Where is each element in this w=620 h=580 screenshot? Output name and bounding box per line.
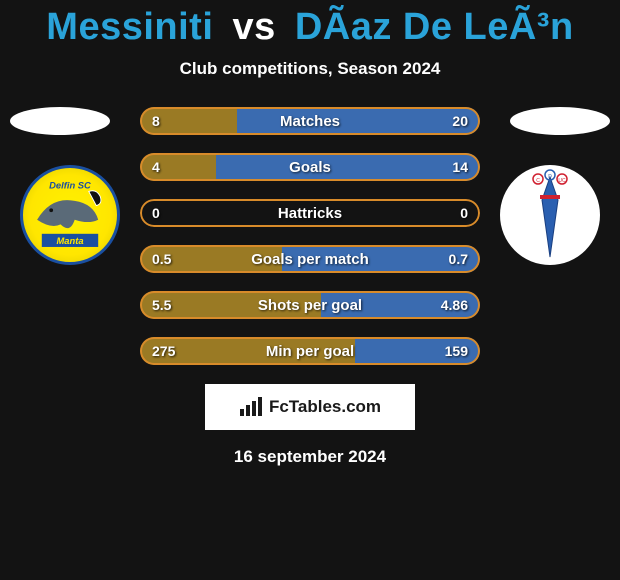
stat-row: Min per goal275 159: [140, 337, 480, 365]
svg-text:Manta: Manta: [56, 235, 83, 246]
svg-text:UC: UC: [558, 178, 566, 184]
stat-value-left: 4: [152, 153, 160, 181]
fctables-logo-icon: [239, 397, 265, 417]
club-badge-right: C D UC: [500, 165, 600, 265]
brand-label: FcTables.com: [269, 397, 381, 417]
date-label: 16 september 2024: [0, 447, 620, 467]
stat-row: Goals4 14: [140, 153, 480, 181]
stat-row: Goals per match0.5 0.7: [140, 245, 480, 273]
stat-value-left: 275: [152, 337, 175, 365]
brand-box: FcTables.com: [205, 384, 415, 430]
player-right-name: DÃ­az De LeÃ³n: [295, 6, 574, 48]
stat-value-right: 0: [460, 199, 468, 227]
stat-value-right: 0.7: [449, 245, 468, 273]
stat-value-left: 5.5: [152, 291, 171, 319]
stat-label: Goals per match: [140, 245, 480, 273]
stat-row: Hattricks0 0: [140, 199, 480, 227]
stat-value-left: 8: [152, 107, 160, 135]
page-title: Messiniti vs DÃ­az De LeÃ³n: [0, 0, 620, 49]
vs-label: vs: [232, 6, 275, 48]
stat-value-right: 4.86: [441, 291, 468, 319]
stat-label: Shots per goal: [140, 291, 480, 319]
stat-row: Shots per goal5.5 4.86: [140, 291, 480, 319]
svg-text:Delfin SC: Delfin SC: [49, 180, 91, 191]
stat-value-right: 20: [452, 107, 468, 135]
stat-row: Matches8 20: [140, 107, 480, 135]
subtitle: Club competitions, Season 2024: [0, 59, 620, 79]
stat-label: Min per goal: [140, 337, 480, 365]
stat-bars: Matches8 20 Goals4 14 Hattricks0 0 Goals per m…: [140, 107, 480, 383]
svg-text:D: D: [548, 174, 552, 180]
stat-label: Matches: [140, 107, 480, 135]
stat-value-right: 14: [452, 153, 468, 181]
ucatolica-icon: C D UC: [500, 165, 600, 265]
player-left-avatar-placeholder: [10, 107, 110, 135]
stat-value-left: 0.5: [152, 245, 171, 273]
delfin-icon: Delfin SC Manta: [23, 168, 117, 262]
stat-value-right: 159: [445, 337, 468, 365]
stat-label: Goals: [140, 153, 480, 181]
player-left-name: Messiniti: [46, 6, 213, 48]
svg-text:C: C: [536, 178, 540, 184]
stat-value-left: 0: [152, 199, 160, 227]
stat-label: Hattricks: [140, 199, 480, 227]
club-badge-left: Delfin SC Manta: [20, 165, 120, 265]
player-right-avatar-placeholder: [510, 107, 610, 135]
